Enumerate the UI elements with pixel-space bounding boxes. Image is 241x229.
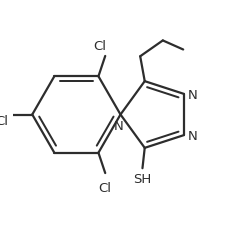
- Text: SH: SH: [133, 173, 152, 186]
- Text: Cl: Cl: [93, 40, 106, 52]
- Text: N: N: [188, 89, 198, 101]
- Text: Cl: Cl: [98, 182, 111, 195]
- Text: Cl: Cl: [0, 115, 8, 128]
- Text: N: N: [113, 120, 123, 133]
- Text: N: N: [188, 130, 198, 143]
